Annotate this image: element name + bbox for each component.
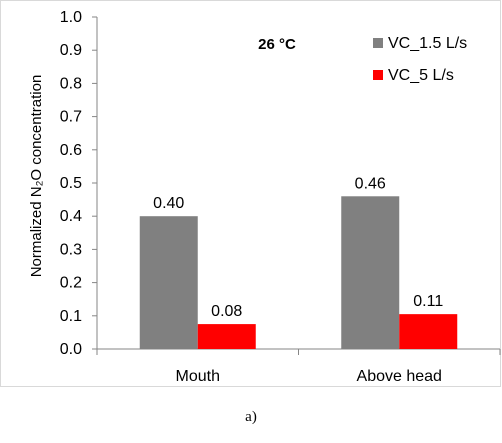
legend: VC_1.5 L/s VC_5 L/s xyxy=(373,35,467,84)
y-tick-label: 1.0 xyxy=(60,9,82,26)
y-tick-label: 0.2 xyxy=(60,275,82,292)
y-tick-label: 0.9 xyxy=(60,42,82,59)
y-tick-label: 0.0 xyxy=(60,341,82,358)
y-tick-label: 0.7 xyxy=(60,109,82,126)
bar-value-label: 0.08 xyxy=(211,303,242,320)
figure-caption: a) xyxy=(245,409,257,425)
y-axis-label: Normalized N₂O concentration xyxy=(28,75,45,278)
x-tick-label: Above head xyxy=(357,368,442,385)
bar-vc-1-5-1 xyxy=(341,196,400,349)
x-tick-label: Mouth xyxy=(176,368,220,385)
y-tick-label: 0.3 xyxy=(60,241,82,258)
legend-swatch-vc-1-5 xyxy=(373,38,383,48)
legend-label-vc-1-5: VC_1.5 L/s xyxy=(388,35,467,52)
bar-value-label: 0.46 xyxy=(355,175,386,192)
y-tick-label: 0.6 xyxy=(60,142,82,159)
axes: 0.0 0.1 0.2 0.3 0.4 0.5 0.6 0.7 0.8 0.9 1.0 Mouth Ab… xyxy=(60,9,501,385)
chart-border xyxy=(0,0,501,387)
data-labels: 0.40 0.46 0.08 0.11 xyxy=(153,175,443,320)
bars xyxy=(139,196,458,349)
chart-title: 26 °C xyxy=(258,36,296,53)
y-tick-label: 0.8 xyxy=(60,75,82,92)
bar-value-label: 0.40 xyxy=(153,195,184,212)
bar-vc-5-0 xyxy=(197,324,256,349)
bar-vc-1-5-0 xyxy=(139,216,198,349)
bar-vc-5-1 xyxy=(399,314,458,349)
y-tick-label: 0.5 xyxy=(60,175,82,192)
y-tick-label: 0.4 xyxy=(60,208,82,225)
y-tick-label: 0.1 xyxy=(60,308,82,325)
legend-swatch-vc-5 xyxy=(373,70,383,80)
legend-label-vc-5: VC_5 L/s xyxy=(388,67,454,84)
bar-value-label: 0.11 xyxy=(413,293,443,310)
